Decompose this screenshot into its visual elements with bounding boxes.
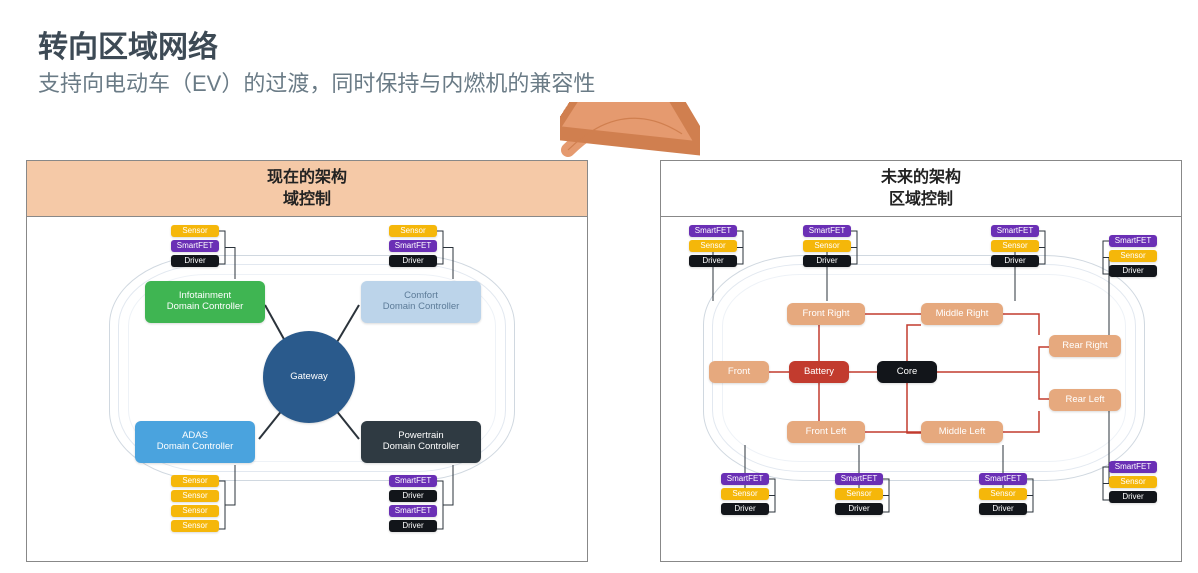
chip-driver: Driver [389, 255, 437, 267]
chip-smartfet: SmartFET [389, 240, 437, 252]
panel-current-architecture: 现在的架构 域控制 Gateway Infotainment Domain Con… [26, 160, 588, 562]
chip-smartfet: SmartFET [979, 473, 1027, 485]
chip-smartfet: SmartFET [389, 505, 437, 517]
chip-sensor: Sensor [991, 240, 1039, 252]
chip-smartfet: SmartFET [689, 225, 737, 237]
chip-sensor: Sensor [803, 240, 851, 252]
chip-sensor: Sensor [171, 505, 219, 517]
chip-sensor: Sensor [171, 225, 219, 237]
chip-driver: Driver [689, 255, 737, 267]
node-front-right: Front Right [787, 303, 865, 325]
chip-driver: Driver [991, 255, 1039, 267]
panel-title-right-1: 未来的架构 [665, 167, 1177, 189]
chip-sensor: Sensor [689, 240, 737, 252]
node-comfort: Comfort Domain Controller [361, 281, 481, 323]
panel-body-right: Front Battery Core Front Right Front Left Mid… [661, 217, 1181, 561]
panel-title-right-2: 区域控制 [665, 189, 1177, 211]
chip-sensor: Sensor [171, 520, 219, 532]
chip-smartfet: SmartFET [389, 475, 437, 487]
panel-title-left-1: 现在的架构 [31, 167, 583, 189]
node-front-left: Front Left [787, 421, 865, 443]
node-front: Front [709, 361, 769, 383]
node-gateway: Gateway [263, 331, 355, 423]
panel-title-left-2: 域控制 [31, 189, 583, 211]
chip-driver: Driver [835, 503, 883, 515]
chip-smartfet: SmartFET [721, 473, 769, 485]
chip-sensor: Sensor [1109, 476, 1157, 488]
chip-smartfet: SmartFET [171, 240, 219, 252]
chip-smartfet: SmartFET [1109, 461, 1157, 473]
chip-driver: Driver [1109, 491, 1157, 503]
panel-header-right: 未来的架构 区域控制 [661, 161, 1181, 217]
chip-sensor: Sensor [721, 488, 769, 500]
chip-driver: Driver [171, 255, 219, 267]
chip-driver: Driver [979, 503, 1027, 515]
chip-sensor: Sensor [171, 490, 219, 502]
chip-driver: Driver [389, 490, 437, 502]
chip-sensor: Sensor [171, 475, 219, 487]
chip-sensor: Sensor [389, 225, 437, 237]
chip-smartfet: SmartFET [803, 225, 851, 237]
panel-header-left: 现在的架构 域控制 [27, 161, 587, 217]
node-infotainment: Infotainment Domain Controller [145, 281, 265, 323]
panel-future-architecture: 未来的架构 区域控制 FrontBatteryCoreFront RightFr… [660, 160, 1182, 562]
chip-driver: Driver [803, 255, 851, 267]
transition-arrow [560, 102, 700, 160]
chip-driver: Driver [389, 520, 437, 532]
chip-sensor: Sensor [835, 488, 883, 500]
node-rear-right: Rear Right [1049, 335, 1121, 357]
node-rear-left: Rear Left [1049, 389, 1121, 411]
node-adas: ADAS Domain Controller [135, 421, 255, 463]
node-middle-right: Middle Right [921, 303, 1003, 325]
page-subtitle: 支持向电动车（EV）的过渡，同时保持与内燃机的兼容性 [38, 66, 595, 98]
panel-body-left: Gateway Infotainment Domain Controller Com… [27, 217, 587, 561]
chip-smartfet: SmartFET [835, 473, 883, 485]
chip-driver: Driver [1109, 265, 1157, 277]
node-powertrain: Powertrain Domain Controller [361, 421, 481, 463]
node-battery: Battery [789, 361, 849, 383]
page-title: 转向区域网络 [38, 22, 218, 66]
chip-sensor: Sensor [1109, 250, 1157, 262]
chip-sensor: Sensor [979, 488, 1027, 500]
chip-smartfet: SmartFET [1109, 235, 1157, 247]
node-core: Core [877, 361, 937, 383]
chip-smartfet: SmartFET [991, 225, 1039, 237]
chip-driver: Driver [721, 503, 769, 515]
node-middle-left: Middle Left [921, 421, 1003, 443]
